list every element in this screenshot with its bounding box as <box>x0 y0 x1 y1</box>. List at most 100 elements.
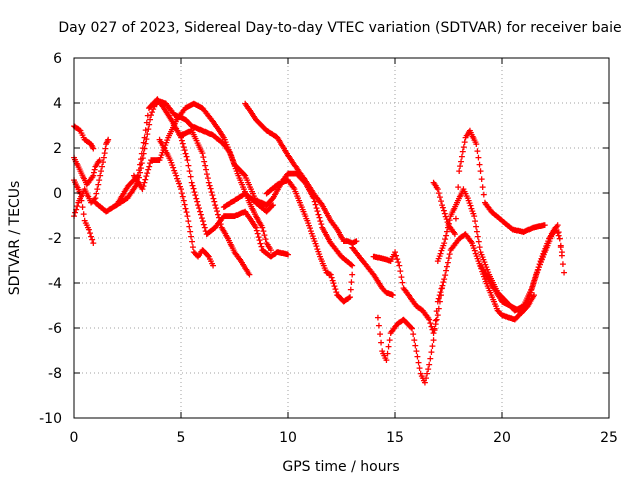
data-point: + <box>315 193 322 206</box>
data-point: + <box>541 248 548 261</box>
data-point: + <box>477 259 484 272</box>
data-point: + <box>248 192 255 205</box>
data-point: + <box>232 193 239 206</box>
data-point: + <box>534 264 541 277</box>
y-tick-label: 6 <box>53 51 62 67</box>
data-point: + <box>291 183 298 196</box>
data-point: + <box>284 147 291 160</box>
data-point: + <box>193 99 200 112</box>
data-point: + <box>197 101 204 114</box>
data-point: + <box>74 181 81 194</box>
data-point: + <box>147 157 154 170</box>
data-point: + <box>429 339 436 352</box>
data-point: + <box>445 256 452 269</box>
data-point: + <box>194 249 201 262</box>
data-point: + <box>475 255 482 268</box>
data-point: + <box>473 138 480 151</box>
data-point: + <box>245 194 252 207</box>
data-point: + <box>387 287 394 300</box>
data-point: + <box>248 183 255 196</box>
data-point: + <box>174 172 181 185</box>
data-point: + <box>169 106 176 119</box>
data-point: + <box>300 171 307 184</box>
data-point: + <box>180 137 187 150</box>
data-point: + <box>424 367 431 380</box>
data-point: + <box>537 220 544 233</box>
data-point: + <box>460 140 467 153</box>
data-point: + <box>439 242 446 255</box>
data-point: + <box>464 230 471 243</box>
data-point: + <box>462 228 469 241</box>
data-point: + <box>291 159 298 172</box>
data-point: + <box>492 280 499 293</box>
data-point: + <box>173 113 180 126</box>
data-point: + <box>317 250 324 263</box>
data-point: + <box>257 218 264 231</box>
data-point: + <box>430 327 437 340</box>
data-point: + <box>177 111 184 124</box>
data-point: + <box>499 214 506 227</box>
data-point: + <box>83 176 90 189</box>
data-point: + <box>218 126 225 139</box>
data-point: + <box>470 207 477 220</box>
data-point: + <box>459 230 466 243</box>
data-point: + <box>237 174 244 187</box>
data-point: + <box>442 233 449 246</box>
data-point: + <box>83 186 90 199</box>
data-point: + <box>137 166 144 179</box>
data-point: + <box>550 227 557 240</box>
data-point: + <box>163 97 170 110</box>
data-point: + <box>498 213 505 226</box>
data-point: + <box>140 179 147 192</box>
data-point: + <box>511 303 518 316</box>
data-point: + <box>328 238 335 251</box>
data-point: + <box>545 237 552 250</box>
data-point: + <box>177 129 184 142</box>
data-point: + <box>87 226 94 239</box>
data-point: + <box>345 292 352 305</box>
data-point: + <box>342 234 349 247</box>
data-point: + <box>437 285 444 298</box>
data-point: + <box>302 176 309 189</box>
data-point: + <box>178 107 185 120</box>
data-point: + <box>327 268 334 281</box>
data-point: + <box>486 202 493 215</box>
data-point: + <box>323 205 330 218</box>
data-point: + <box>190 98 197 111</box>
data-point: + <box>207 225 214 238</box>
data-point: + <box>377 279 384 292</box>
data-point: + <box>85 136 92 149</box>
data-point: + <box>457 231 464 244</box>
data-point: + <box>293 162 300 175</box>
data-point: + <box>205 126 212 139</box>
data-point: + <box>252 195 259 208</box>
data-point: + <box>530 279 537 292</box>
data-point: + <box>523 301 530 314</box>
data-point: + <box>436 249 443 262</box>
data-point: + <box>266 249 273 262</box>
data-point: + <box>560 257 567 270</box>
data-point: + <box>503 295 510 308</box>
data-point: + <box>187 124 194 137</box>
data-point: + <box>95 155 102 168</box>
data-point: + <box>242 205 249 218</box>
data-point: + <box>458 155 465 168</box>
data-point: + <box>150 97 157 110</box>
data-point: + <box>517 303 524 316</box>
data-point: + <box>183 114 190 127</box>
data-point: + <box>508 300 515 313</box>
data-point: + <box>271 190 278 203</box>
data-point: + <box>280 173 287 186</box>
data-point: + <box>495 305 502 318</box>
data-point: + <box>299 203 306 216</box>
data-point: + <box>182 102 189 115</box>
data-point: + <box>195 250 202 263</box>
data-point: + <box>265 240 272 253</box>
data-point: + <box>484 279 491 292</box>
data-point: + <box>455 233 462 246</box>
data-point: + <box>141 142 148 155</box>
data-point: + <box>497 306 504 319</box>
data-point: + <box>337 249 344 262</box>
data-point: + <box>189 126 196 139</box>
data-point: + <box>171 119 178 132</box>
